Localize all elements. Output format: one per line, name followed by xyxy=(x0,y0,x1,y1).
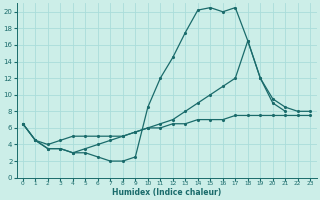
X-axis label: Humidex (Indice chaleur): Humidex (Indice chaleur) xyxy=(112,188,221,197)
